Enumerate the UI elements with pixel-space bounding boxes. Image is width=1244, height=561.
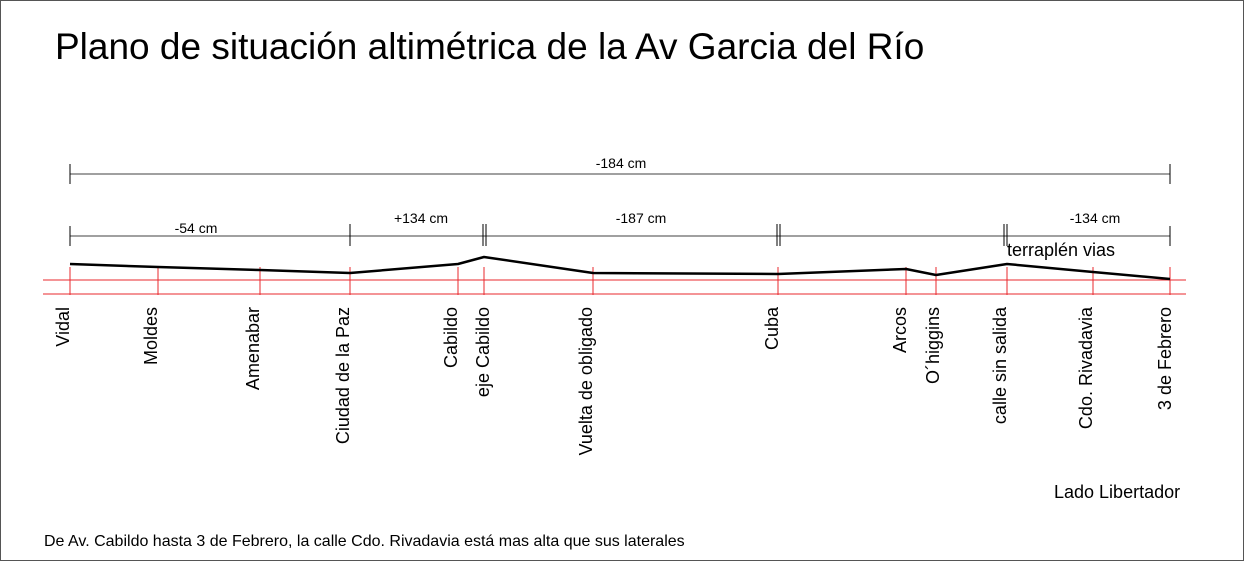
- street-label-amenabar: Amenabar: [243, 307, 263, 390]
- diagram-title: Plano de situación altimétrica de la Av …: [55, 26, 924, 67]
- reference-lines: [43, 267, 1186, 295]
- street-label-cuba: Cuba: [762, 306, 782, 350]
- street-label-cabildo: Cabildo: [441, 307, 461, 368]
- segment-label-vidal-ciudad-de-la-paz: -54 cm: [175, 220, 218, 236]
- total-dimension-label: -184 cm: [596, 155, 647, 171]
- segment-label-calle-sin-salida-3-de-febrero: -134 cm: [1070, 210, 1121, 226]
- street-label-moldes: Moldes: [141, 307, 161, 365]
- street-label-vidal: Vidal: [53, 307, 73, 347]
- segment-label-ciudad-de-la-paz-cabildo: +134 cm: [394, 210, 448, 226]
- elevation-profile: [69, 255, 1171, 281]
- street-label-eje-cabildo: eje Cabildo: [473, 307, 493, 397]
- street-labels: Vidal Moldes Amenabar Ciudad de la Paz C…: [53, 306, 1175, 455]
- street-label-3-de-febrero: 3 de Febrero: [1155, 307, 1175, 410]
- street-label-vuelta-de-obligado: Vuelta de obligado: [576, 307, 596, 455]
- total-dimension: -184 cm: [69, 155, 1171, 184]
- segment-dimensions: -54 cm +134 cm -187 cm -134 cm: [69, 210, 1171, 246]
- side-label: Lado Libertador: [1054, 482, 1180, 502]
- footnote: De Av. Cabildo hasta 3 de Febrero, la ca…: [44, 533, 685, 550]
- street-label-arcos: Arcos: [890, 307, 910, 353]
- segment-label-cabildo-cuba: -187 cm: [616, 210, 667, 226]
- terraplen-annotation: terraplén vias: [1007, 240, 1115, 260]
- street-label-cdo-rivadavia: Cdo. Rivadavia: [1076, 306, 1096, 429]
- street-label-calle-sin-salida: calle sin salida: [990, 306, 1010, 424]
- street-label-ciudad-de-la-paz: Ciudad de la Paz: [333, 307, 353, 444]
- street-label-ohiggins: O´higgins: [923, 307, 943, 384]
